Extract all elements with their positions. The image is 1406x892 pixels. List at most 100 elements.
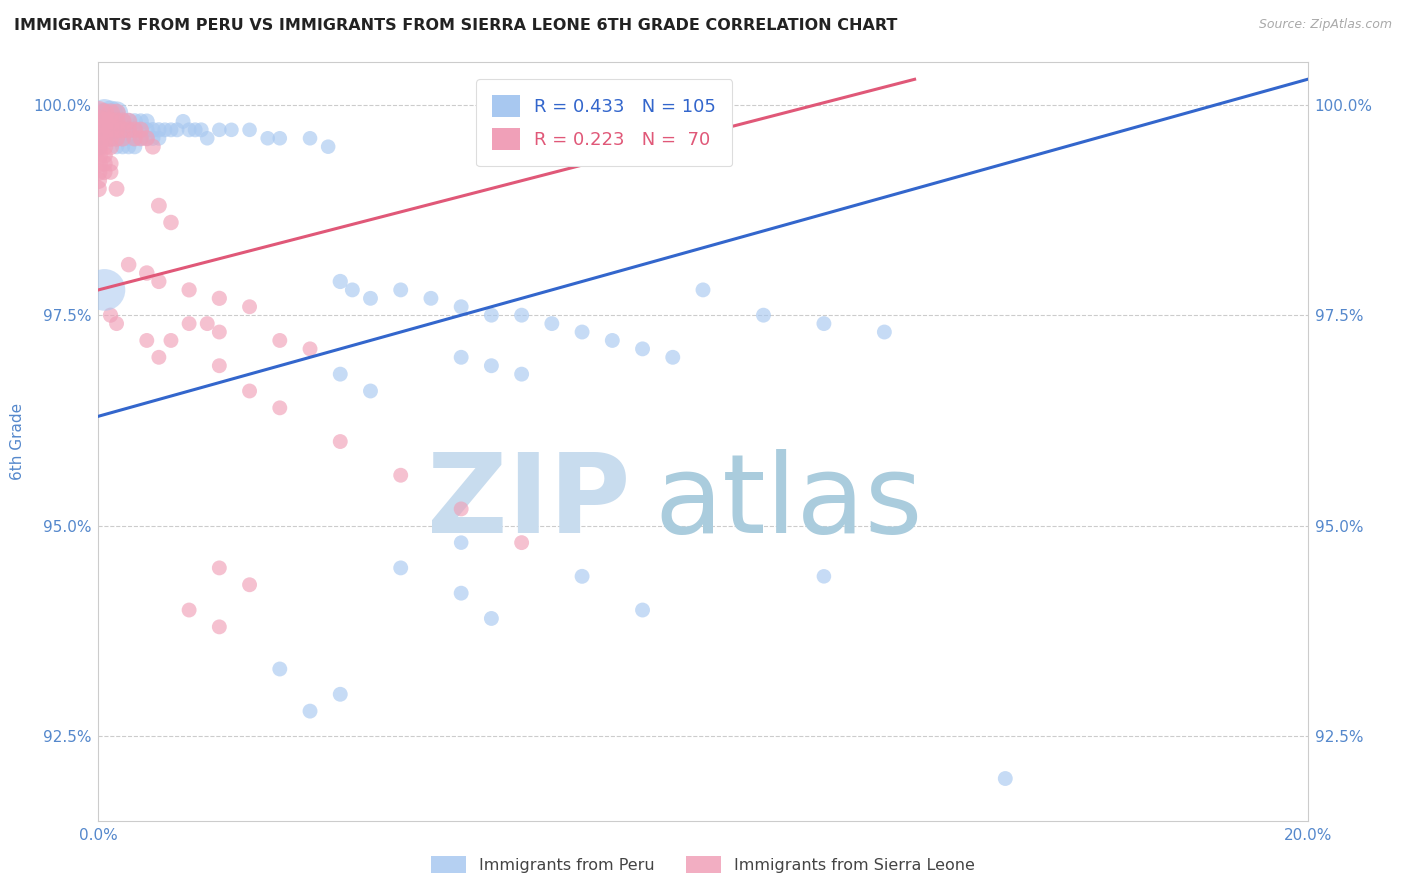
Point bbox=[111, 114, 134, 128]
Point bbox=[93, 123, 115, 137]
Point bbox=[93, 131, 115, 145]
Point bbox=[93, 106, 115, 120]
Point bbox=[93, 114, 115, 128]
Point bbox=[129, 131, 152, 145]
Point bbox=[100, 106, 122, 120]
Y-axis label: 6th Grade: 6th Grade bbox=[10, 403, 25, 480]
Point bbox=[299, 342, 322, 356]
Point bbox=[100, 106, 122, 120]
Point bbox=[269, 662, 291, 676]
Point bbox=[105, 123, 128, 137]
Point bbox=[510, 308, 533, 322]
Point bbox=[105, 106, 128, 120]
Point bbox=[166, 123, 188, 137]
Point bbox=[329, 367, 352, 381]
Point bbox=[100, 123, 122, 137]
Point bbox=[87, 165, 110, 179]
Point bbox=[135, 266, 157, 280]
Point bbox=[93, 131, 115, 145]
Point bbox=[118, 114, 141, 128]
Point bbox=[481, 611, 503, 625]
Point bbox=[148, 123, 170, 137]
Point bbox=[111, 131, 134, 145]
Point bbox=[118, 123, 141, 137]
Point bbox=[208, 620, 231, 634]
Point bbox=[100, 156, 122, 170]
Text: atlas: atlas bbox=[655, 449, 924, 556]
Point bbox=[100, 139, 122, 153]
Point bbox=[510, 367, 533, 381]
Legend: R = 0.433   N = 105, R = 0.223   N =  70: R = 0.433 N = 105, R = 0.223 N = 70 bbox=[477, 79, 733, 167]
Point bbox=[239, 123, 262, 137]
Point bbox=[994, 772, 1017, 786]
Point bbox=[124, 139, 146, 153]
Point bbox=[450, 502, 472, 516]
Point bbox=[148, 275, 170, 289]
Point bbox=[160, 215, 183, 229]
Point bbox=[135, 123, 157, 137]
Point bbox=[87, 182, 110, 196]
Point bbox=[93, 148, 115, 162]
Point bbox=[148, 199, 170, 213]
Point bbox=[93, 123, 115, 137]
Point bbox=[93, 106, 115, 120]
Point bbox=[752, 308, 775, 322]
Point bbox=[105, 131, 128, 145]
Point bbox=[111, 131, 134, 145]
Point bbox=[105, 106, 128, 120]
Point bbox=[105, 182, 128, 196]
Point bbox=[118, 114, 141, 128]
Point bbox=[142, 123, 165, 137]
Point bbox=[208, 561, 231, 575]
Point bbox=[269, 334, 291, 348]
Point bbox=[813, 569, 835, 583]
Point bbox=[93, 106, 115, 120]
Point bbox=[179, 603, 201, 617]
Text: Source: ZipAtlas.com: Source: ZipAtlas.com bbox=[1258, 18, 1392, 31]
Point bbox=[93, 165, 115, 179]
Point bbox=[105, 123, 128, 137]
Point bbox=[540, 317, 562, 331]
Point bbox=[100, 131, 122, 145]
Point bbox=[93, 106, 115, 120]
Point bbox=[105, 114, 128, 128]
Point bbox=[160, 334, 183, 348]
Point bbox=[105, 317, 128, 331]
Point bbox=[100, 131, 122, 145]
Point bbox=[208, 123, 231, 137]
Point bbox=[129, 123, 152, 137]
Point bbox=[450, 586, 472, 600]
Point bbox=[299, 131, 322, 145]
Point bbox=[87, 139, 110, 153]
Point bbox=[184, 123, 207, 137]
Point bbox=[239, 300, 262, 314]
Point bbox=[105, 106, 128, 120]
Point bbox=[100, 123, 122, 137]
Point bbox=[93, 283, 115, 297]
Point bbox=[111, 139, 134, 153]
Point bbox=[342, 283, 364, 297]
Point bbox=[87, 156, 110, 170]
Point bbox=[208, 325, 231, 339]
Point bbox=[420, 291, 443, 305]
Point bbox=[329, 275, 352, 289]
Point bbox=[661, 351, 683, 365]
Point bbox=[129, 131, 152, 145]
Point bbox=[179, 123, 201, 137]
Point bbox=[100, 114, 122, 128]
Point bbox=[118, 139, 141, 153]
Point bbox=[239, 578, 262, 592]
Point bbox=[100, 114, 122, 128]
Point bbox=[389, 283, 412, 297]
Point bbox=[631, 342, 654, 356]
Point bbox=[481, 308, 503, 322]
Point bbox=[87, 106, 110, 120]
Point bbox=[269, 401, 291, 415]
Point bbox=[179, 283, 201, 297]
Point bbox=[118, 123, 141, 137]
Point bbox=[87, 139, 110, 153]
Point bbox=[221, 123, 243, 137]
Point bbox=[129, 114, 152, 128]
Point bbox=[571, 325, 593, 339]
Point bbox=[389, 468, 412, 483]
